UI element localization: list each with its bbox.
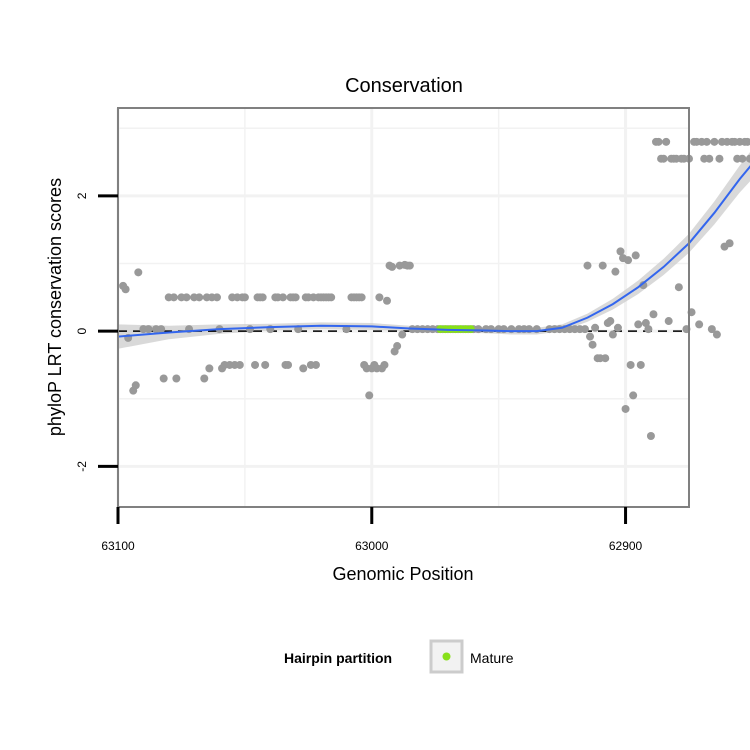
data-point <box>707 325 716 334</box>
confidence-band <box>118 152 750 349</box>
y-tick-label: 2 <box>75 192 89 199</box>
data-point <box>240 293 249 302</box>
data-point <box>588 340 597 349</box>
data-point <box>613 323 622 332</box>
data-point <box>601 354 610 363</box>
data-point <box>644 325 653 334</box>
data-point <box>634 320 643 329</box>
data-point <box>195 293 204 302</box>
data-point <box>169 293 178 302</box>
data-point <box>398 330 407 339</box>
data-point <box>712 330 721 339</box>
chart-title: Conservation <box>345 75 463 97</box>
data-point <box>200 374 209 383</box>
data-point <box>258 293 267 302</box>
data-point <box>654 137 663 146</box>
x-tick-label: 62900 <box>609 539 643 553</box>
data-point <box>365 391 374 400</box>
data-point <box>131 381 140 390</box>
data-point <box>278 293 287 302</box>
legend-title: Hairpin partition <box>284 650 392 666</box>
data-point <box>646 431 655 440</box>
data-point <box>674 283 683 292</box>
y-tick-label: -2 <box>75 461 89 472</box>
data-point <box>580 325 589 334</box>
data-point <box>641 319 650 328</box>
data-point <box>261 360 270 369</box>
data-point <box>357 293 366 302</box>
x-tick-label: 63100 <box>101 539 135 553</box>
data-point <box>606 317 615 326</box>
data-point <box>591 323 600 332</box>
data-point <box>702 137 711 146</box>
data-point <box>487 325 496 334</box>
data-point <box>738 154 747 163</box>
data-point <box>664 317 673 326</box>
data-point <box>626 360 635 369</box>
y-axis: -2 0 2 <box>75 192 118 472</box>
data-point <box>284 360 293 369</box>
data-point <box>393 342 402 351</box>
data-point <box>299 364 308 373</box>
legend-label-mature: Mature <box>470 650 514 666</box>
data-point <box>311 360 320 369</box>
data-point <box>611 267 620 276</box>
data-point <box>380 360 389 369</box>
data-point <box>659 154 668 163</box>
panel-border <box>117 107 690 508</box>
data-point <box>586 332 595 341</box>
data-point <box>405 261 414 270</box>
x-axis: 63100 63000 62900 <box>101 507 643 553</box>
y-axis-title: phyloP LRT conservation scores <box>45 178 65 436</box>
data-point <box>251 360 260 369</box>
data-point <box>159 374 168 383</box>
data-point <box>662 137 671 146</box>
data-point <box>621 404 630 413</box>
data-point <box>375 293 384 302</box>
data-point <box>725 239 734 248</box>
data-point <box>616 247 625 256</box>
data-point <box>639 281 648 290</box>
data-point <box>172 374 181 383</box>
smooth-curve <box>117 165 750 338</box>
mature-point <box>466 325 475 334</box>
data-point <box>695 320 704 329</box>
panel-background <box>118 108 689 507</box>
data-point <box>121 285 130 294</box>
data-point <box>144 325 153 334</box>
data-point <box>624 256 633 265</box>
data-point <box>327 293 336 302</box>
data-point <box>629 391 638 400</box>
data-point <box>743 137 750 146</box>
data-point <box>583 261 592 270</box>
plot-panel <box>116 107 750 508</box>
data-point <box>383 296 392 305</box>
y-tick-label: 0 <box>75 328 89 335</box>
data-point <box>388 262 397 271</box>
data-point <box>212 293 221 302</box>
data-point <box>182 293 191 302</box>
data-point <box>291 293 300 302</box>
data-point <box>649 310 658 319</box>
legend-key-mature-icon <box>442 652 451 661</box>
x-tick-label: 63000 <box>355 539 389 553</box>
data-point <box>710 137 719 146</box>
data-point <box>598 261 607 270</box>
data-point <box>631 251 640 260</box>
data-point <box>205 364 214 373</box>
data-point <box>608 330 617 339</box>
data-point <box>745 154 750 163</box>
x-axis-title: Genomic Position <box>332 564 473 584</box>
data-point <box>474 325 483 334</box>
data-point <box>235 360 244 369</box>
legend: Hairpin partition Mature <box>284 639 514 674</box>
data-point <box>705 154 714 163</box>
data-point <box>715 154 724 163</box>
data-point <box>245 325 254 334</box>
data-point <box>134 268 143 277</box>
data-point <box>636 360 645 369</box>
data-point <box>157 325 166 334</box>
data-point <box>342 325 351 334</box>
